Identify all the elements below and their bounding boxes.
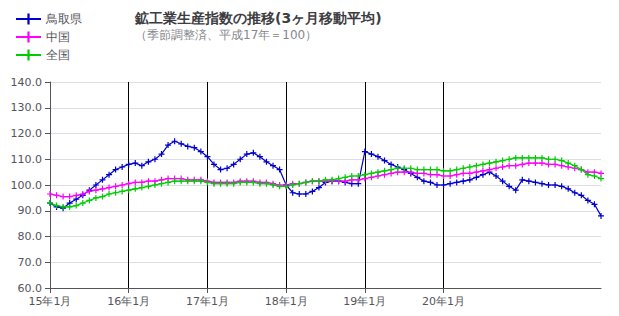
svg-text:鳥取県: 鳥取県 [45,12,82,26]
svg-text:20年1月: 20年1月 [422,295,465,308]
svg-text:18年1月: 18年1月 [265,295,308,308]
svg-text:130.0: 130.0 [11,101,43,114]
svg-text:16年1月: 16年1月 [107,295,150,308]
svg-text:90.0: 90.0 [18,204,43,217]
svg-text:120.0: 120.0 [11,127,43,140]
svg-text:60.0: 60.0 [18,282,43,295]
svg-text:110.0: 110.0 [11,153,43,166]
svg-text:17年1月: 17年1月 [186,295,229,308]
svg-text:100.0: 100.0 [11,179,43,192]
svg-text:19年1月: 19年1月 [343,295,386,308]
svg-text:（季節調整済、平成17年＝100）: （季節調整済、平成17年＝100） [135,28,317,42]
svg-text:80.0: 80.0 [18,230,43,243]
svg-text:70.0: 70.0 [18,256,43,269]
svg-text:鉱工業生産指数の推移(3ヶ月移動平均): 鉱工業生産指数の推移(3ヶ月移動平均) [134,10,382,26]
svg-text:140.0: 140.0 [11,76,43,89]
svg-text:15年1月: 15年1月 [29,295,72,308]
svg-text:全国: 全国 [46,48,70,62]
svg-text:中国: 中国 [46,30,70,44]
